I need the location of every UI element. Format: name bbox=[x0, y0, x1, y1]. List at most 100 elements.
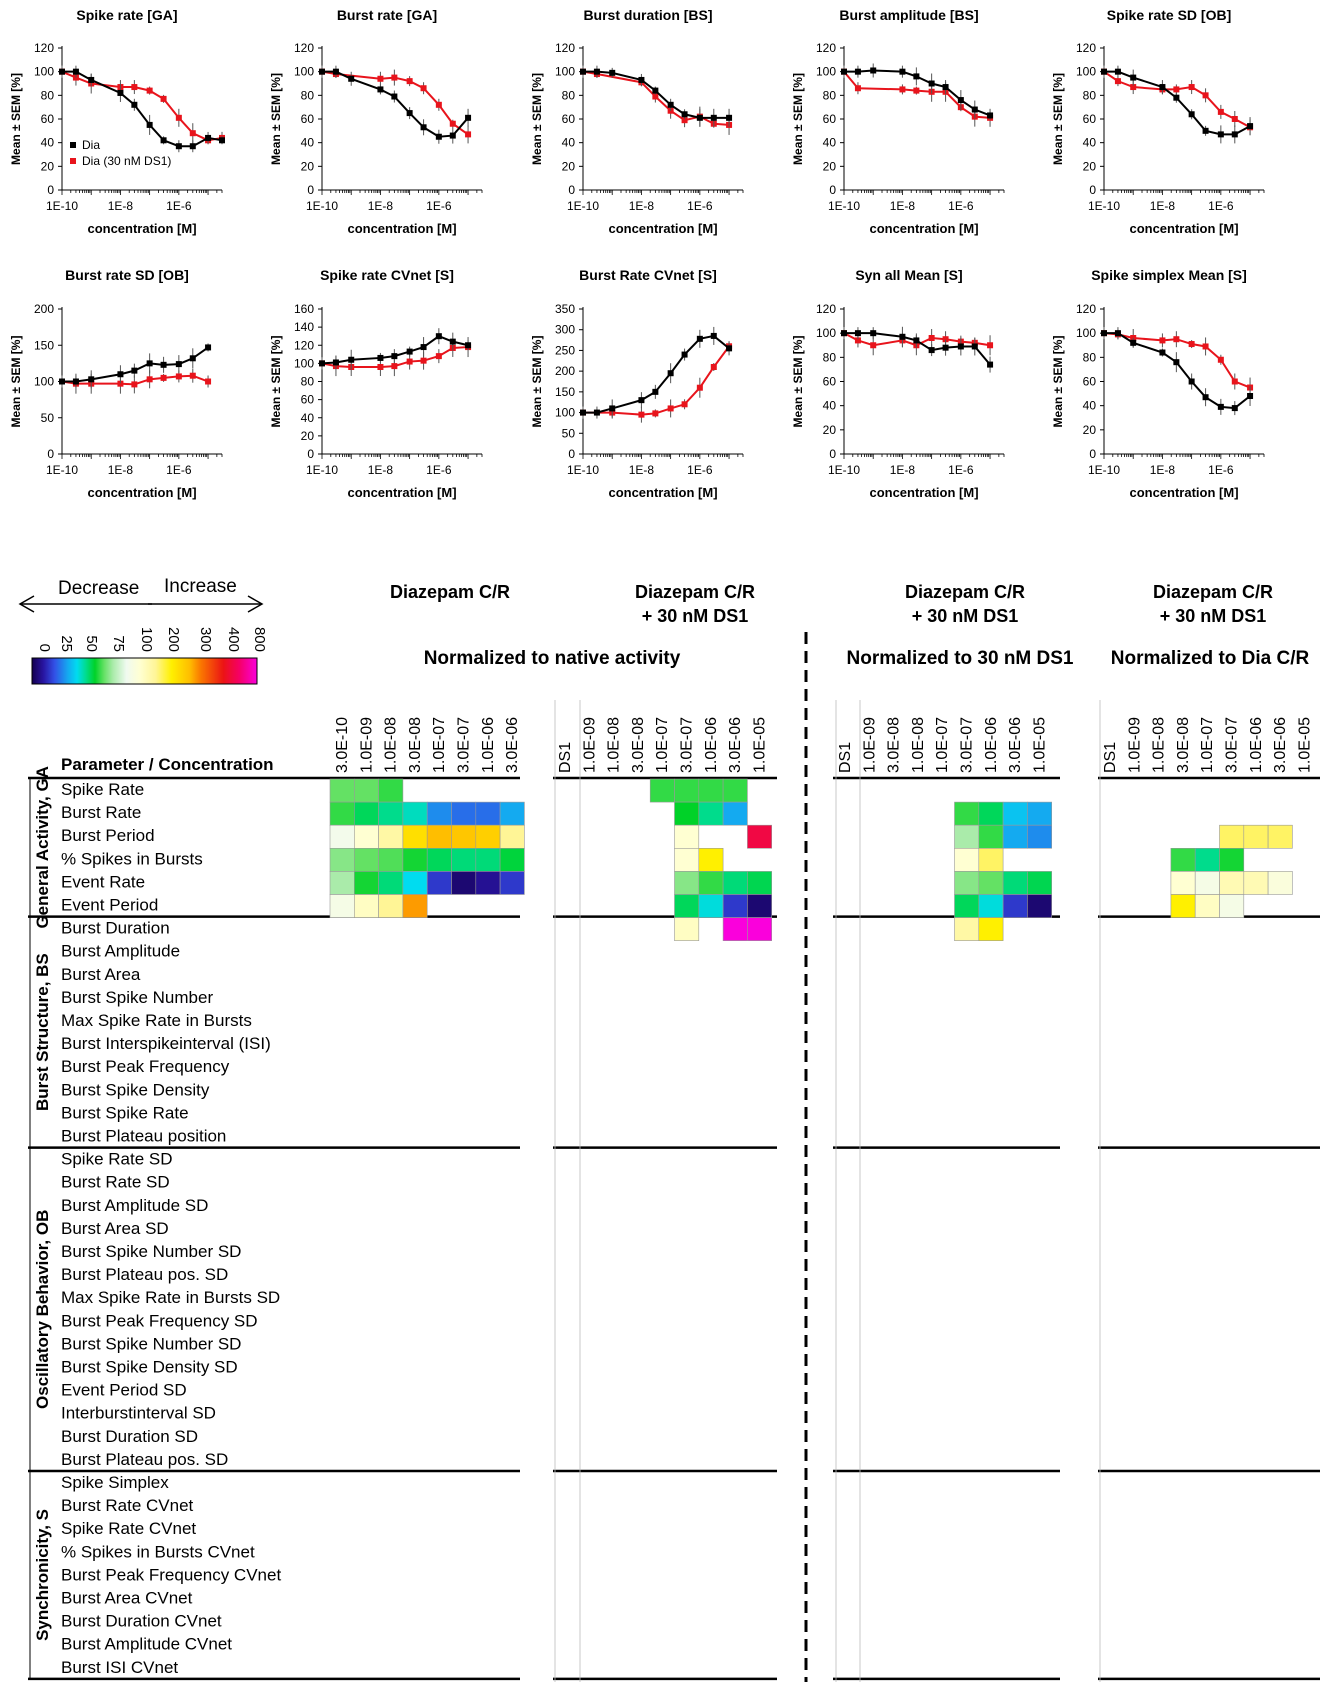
data-point bbox=[435, 353, 442, 360]
data-point bbox=[609, 69, 616, 76]
y-tick-label: 80 bbox=[1083, 350, 1097, 364]
data-point bbox=[1202, 343, 1209, 350]
y-tick-label: 80 bbox=[41, 88, 55, 102]
data-point bbox=[971, 343, 978, 350]
y-axis-label: Mean ± SEM [%] bbox=[1051, 73, 1065, 165]
data-point bbox=[913, 73, 920, 80]
data-point bbox=[870, 342, 877, 349]
data-point bbox=[1217, 356, 1224, 363]
x-tick-label: 1E-10 bbox=[1088, 199, 1120, 213]
column-label: 1.0E-05 bbox=[1031, 717, 1048, 773]
heatmap-cell bbox=[1170, 894, 1196, 918]
data-point bbox=[638, 76, 645, 83]
heatmap-cell bbox=[698, 871, 724, 895]
data-point bbox=[449, 338, 456, 345]
data-point bbox=[205, 344, 212, 351]
legend-tick-label: 0 bbox=[36, 644, 53, 652]
x-tick-label: 1E-10 bbox=[46, 463, 78, 477]
heatmap-cell bbox=[722, 871, 748, 895]
heatmap-cell bbox=[747, 894, 773, 918]
y-axis-label: Mean ± SEM [%] bbox=[530, 336, 544, 428]
data-point bbox=[59, 378, 65, 385]
series-dia bbox=[59, 343, 212, 389]
column-group-header: Diazepam C/R bbox=[905, 582, 1025, 602]
chart-title: Burst Rate CVnet [S] bbox=[579, 267, 717, 283]
heatmap-cell bbox=[978, 871, 1004, 895]
data-point bbox=[899, 68, 906, 75]
y-tick-label: 20 bbox=[41, 159, 55, 173]
heatmap-cell bbox=[1219, 847, 1245, 872]
section-header: Normalized to Dia C/R bbox=[1111, 648, 1310, 669]
data-point bbox=[841, 68, 847, 75]
legend-tick-label: 400 bbox=[225, 627, 242, 652]
data-point bbox=[146, 376, 153, 383]
y-tick-label: 0 bbox=[568, 183, 575, 197]
y-tick-label: 50 bbox=[562, 426, 576, 440]
heatmap-cell bbox=[1002, 871, 1028, 895]
x-tick-label: 1E-10 bbox=[828, 463, 860, 477]
line-chart-5: Spike rate SD [OB] 0 20 40 60 80 100 120 1E-10 1E… bbox=[1051, 7, 1265, 236]
column-label: DS1 bbox=[837, 742, 854, 773]
row-label: Interburstinterval SD bbox=[61, 1404, 216, 1423]
heatmap-cell bbox=[402, 894, 428, 918]
data-point bbox=[854, 85, 861, 92]
data-point bbox=[1188, 378, 1195, 385]
row-label: Burst Plateau position bbox=[61, 1127, 226, 1146]
row-label: Burst Area CVnet bbox=[61, 1589, 193, 1608]
row-label: Spike Simplex bbox=[61, 1473, 169, 1492]
data-point bbox=[377, 86, 384, 93]
row-label: Burst Rate SD bbox=[61, 1173, 170, 1192]
y-tick-label: 60 bbox=[823, 375, 837, 389]
column-label: 1.0E-05 bbox=[1296, 717, 1313, 773]
data-point bbox=[189, 355, 196, 362]
data-point bbox=[681, 351, 688, 358]
chart-title: Burst amplitude [BS] bbox=[839, 7, 978, 23]
heatmap-cell bbox=[329, 847, 355, 872]
heatmap-cell bbox=[426, 801, 452, 826]
row-label: Event Period SD bbox=[61, 1381, 187, 1400]
data-point bbox=[1101, 68, 1107, 75]
heatmap-cell bbox=[402, 847, 428, 872]
heatmap-cell bbox=[402, 871, 428, 895]
row-label: Burst Spike Density SD bbox=[61, 1358, 238, 1377]
data-point bbox=[391, 74, 398, 81]
x-axis-label: concentration [M] bbox=[347, 221, 456, 236]
x-tick-label: 1E-6 bbox=[426, 463, 452, 477]
series-line bbox=[322, 70, 469, 138]
column-label: 1.0E-06 bbox=[983, 717, 1000, 773]
heatmap-cell bbox=[426, 871, 452, 895]
y-tick-label: 350 bbox=[555, 302, 575, 316]
y-tick-label: 0 bbox=[47, 447, 54, 461]
column-label: 1.0E-05 bbox=[751, 717, 768, 773]
column-label: 1.0E-07 bbox=[431, 717, 448, 773]
data-point bbox=[319, 68, 325, 75]
data-point bbox=[710, 332, 717, 339]
y-tick-label: 100 bbox=[34, 65, 54, 79]
heatmap-cell bbox=[378, 894, 404, 918]
series-line bbox=[1104, 70, 1251, 136]
heatmap-cell bbox=[674, 824, 700, 849]
heatmap-cell bbox=[353, 778, 379, 803]
chart-title: Burst duration [BS] bbox=[583, 7, 712, 23]
data-point bbox=[465, 114, 472, 121]
data-point bbox=[377, 364, 384, 370]
data-point bbox=[406, 78, 413, 85]
heatmap-cell bbox=[1027, 871, 1053, 895]
data-point bbox=[189, 143, 196, 150]
data-point bbox=[652, 388, 659, 395]
data-point bbox=[1114, 330, 1121, 337]
data-point bbox=[146, 121, 153, 128]
column-label: 1.0E-09 bbox=[581, 717, 598, 773]
heatmap-cell bbox=[475, 871, 501, 895]
x-tick-label: 1E-8 bbox=[890, 199, 916, 213]
y-tick-label: 60 bbox=[823, 112, 837, 126]
data-point bbox=[59, 68, 65, 75]
heatmap-cell bbox=[978, 801, 1004, 826]
y-tick-label: 100 bbox=[555, 406, 575, 420]
row-label: Burst Spike Rate bbox=[61, 1103, 189, 1122]
heatmap-cell bbox=[499, 847, 525, 872]
data-point bbox=[913, 337, 920, 344]
y-tick-label: 120 bbox=[294, 338, 314, 352]
data-point bbox=[319, 360, 325, 367]
